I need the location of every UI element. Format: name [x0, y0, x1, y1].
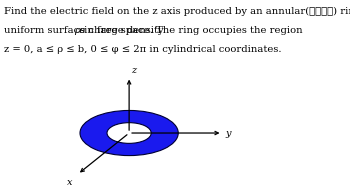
Text: y: y [225, 129, 230, 138]
Text: x: x [67, 178, 72, 187]
Text: z = 0, a ≤ ρ ≤ b, 0 ≤ φ ≤ 2π in cylindrical coordinates.: z = 0, a ≤ ρ ≤ b, 0 ≤ φ ≤ 2π in cylindri… [4, 45, 281, 54]
Text: Find the electric field on the z axis produced by an annular(حلقه) ring of: Find the electric field on the z axis pr… [4, 7, 350, 16]
Text: in free space. The ring occupies the region: in free space. The ring occupies the reg… [81, 26, 303, 35]
Text: uniform surface charge density: uniform surface charge density [4, 26, 167, 35]
Ellipse shape [107, 123, 151, 143]
Text: ρs: ρs [74, 26, 85, 35]
Text: z: z [132, 66, 137, 75]
Ellipse shape [80, 110, 178, 156]
